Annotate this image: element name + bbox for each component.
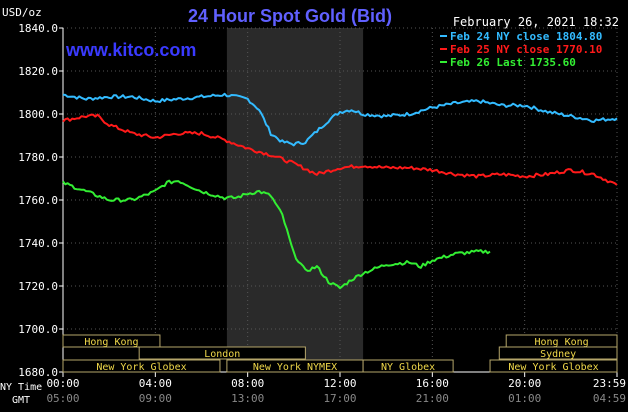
y-axis-ticks: 1840.0 1820.0 1800.0 1780.0 1760.0 1740.0 1720… <box>18 22 63 379</box>
website-label: www.kitco.com <box>65 40 196 60</box>
session-box: Sydney <box>498 346 618 360</box>
session-label: New York Globex <box>508 362 598 373</box>
session-box-border <box>489 359 618 373</box>
y-tick-label: 1680.0 <box>18 366 58 379</box>
session-box: New York NYMEX <box>226 359 364 373</box>
series-line-feb26 <box>62 179 491 290</box>
session-label: London <box>204 349 240 360</box>
x-tick-label-ny: 00:00 <box>46 377 79 390</box>
y-tick-label: 1780.0 <box>18 151 58 164</box>
session-label: Hong Kong <box>535 337 589 348</box>
session-label: Sydney <box>540 349 576 360</box>
x-axis-gmt-label: GMT <box>12 395 30 406</box>
y-tick-label: 1820.0 <box>18 65 58 78</box>
series-line-feb25 <box>62 113 618 186</box>
x-tick-label-ny: 12:00 <box>323 377 356 390</box>
chart-timestamp: February 26, 2021 18:32 <box>453 15 619 29</box>
legend-label-feb26: Feb 26 Last 1735.60 <box>450 56 576 69</box>
y-tick-label: 1760.0 <box>18 194 58 207</box>
session-box: New York Globex <box>489 359 618 373</box>
session-box: Hong Kong <box>62 334 161 348</box>
x-tick-label-gmt: 13:00 <box>231 392 264 405</box>
x-axis-ny-time-label: NY Time <box>0 382 42 393</box>
x-tick-label-gmt: 05:00 <box>46 392 79 405</box>
x-tick-label-gmt: 09:00 <box>139 392 172 405</box>
session-box-border <box>62 359 221 373</box>
session-box-border <box>138 346 306 360</box>
y-tick-label: 1700.0 <box>18 323 58 336</box>
y-tick-label: 1800.0 <box>18 108 58 121</box>
session-box: Hong Kong <box>505 334 618 348</box>
x-tick-label-ny: 04:00 <box>139 377 172 390</box>
series-line-feb24 <box>62 92 618 147</box>
session-box: London <box>138 346 306 360</box>
session-box: NY Globex <box>362 359 454 373</box>
session-label: New York NYMEX <box>253 362 337 373</box>
x-tick-label-gmt: 01:00 <box>508 392 541 405</box>
session-label: Hong Kong <box>84 337 138 348</box>
x-tick-label-ny: 16:00 <box>416 377 449 390</box>
y-unit-label: USD/oz <box>2 6 42 19</box>
legend-label-feb24: Feb 24 NY close 1804.80 <box>450 30 602 43</box>
y-tick-label: 1740.0 <box>18 237 58 250</box>
x-tick-label-gmt: 17:00 <box>323 392 356 405</box>
chart-title: 24 Hour Spot Gold (Bid) <box>188 6 392 26</box>
session-box-border <box>62 334 161 348</box>
session-label: New York Globex <box>96 362 186 373</box>
x-tick-label-gmt: 04:59 <box>593 392 626 405</box>
session-box-border <box>498 346 618 360</box>
session-label: NY Globex <box>381 362 435 373</box>
x-tick-label-ny: 23:59 <box>593 377 626 390</box>
x-tick-label-gmt: 21:00 <box>416 392 449 405</box>
y-tick-label: 1840.0 <box>18 22 58 35</box>
market-sessions: Hong Kong Hong Kong London Sydney New York G… <box>62 334 618 373</box>
grid-lines <box>62 27 618 373</box>
session-box-border <box>362 359 454 373</box>
x-tick-label-ny: 20:00 <box>508 377 541 390</box>
x-tick-label-ny: 08:00 <box>231 377 264 390</box>
y-tick-label: 1720.0 <box>18 280 58 293</box>
legend-label-feb25: Feb 25 NY close 1770.10 <box>450 43 602 56</box>
session-box: New York Globex <box>62 359 221 373</box>
series-lines <box>62 92 618 290</box>
x-axis-ticks: 00:00 05:00 04:00 09:00 08:00 13:00 12:00 17:00… <box>46 372 626 405</box>
